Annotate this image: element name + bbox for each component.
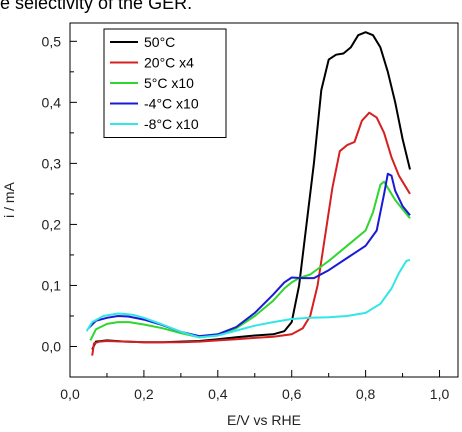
series-line-4 [85, 258, 411, 339]
y-tick-label: 0,5 [42, 33, 62, 49]
x-tick-label: 0,6 [282, 386, 302, 402]
legend: 50°C 20°C x4 5°C x10 -4°C x10 -8°C x10 [103, 28, 227, 138]
y-tick-label: 0,0 [42, 338, 62, 354]
series-line-1 [91, 111, 411, 356]
caption-text: e selectivity of the GER. [0, 0, 193, 13]
legend-label: 5°C x10 [144, 75, 194, 91]
x-tick-label: 0,2 [134, 386, 154, 402]
series-layer [85, 31, 411, 356]
y-tick-label: 0,1 [42, 277, 62, 293]
legend-label: 20°C x4 [144, 55, 194, 71]
y-tick-label: 0,3 [42, 155, 62, 171]
plot-frame [69, 22, 459, 378]
y-tick-label: 0,2 [42, 216, 62, 232]
y-axis-title: i / mA [1, 181, 17, 217]
x-tick-label: 0,0 [60, 386, 80, 402]
x-tick-label: 0,8 [356, 386, 376, 402]
series-line-3 [87, 172, 411, 338]
legend-label: 50°C [144, 34, 175, 50]
axis-layer: 0,0 0,2 0,4 0,6 0,8 1,0 0,0 0,1 0,2 0,3 0,4 0,5 [42, 33, 450, 402]
y-tick-label: 0,4 [42, 94, 62, 110]
x-tick-label: 0,4 [208, 386, 228, 402]
series-line-2 [89, 180, 411, 341]
legend-label: -4°C x10 [144, 96, 199, 112]
x-axis-title: E/V vs RHE [227, 412, 301, 428]
legend-label: -8°C x10 [144, 116, 199, 132]
x-tick-label: 1,0 [430, 386, 450, 402]
